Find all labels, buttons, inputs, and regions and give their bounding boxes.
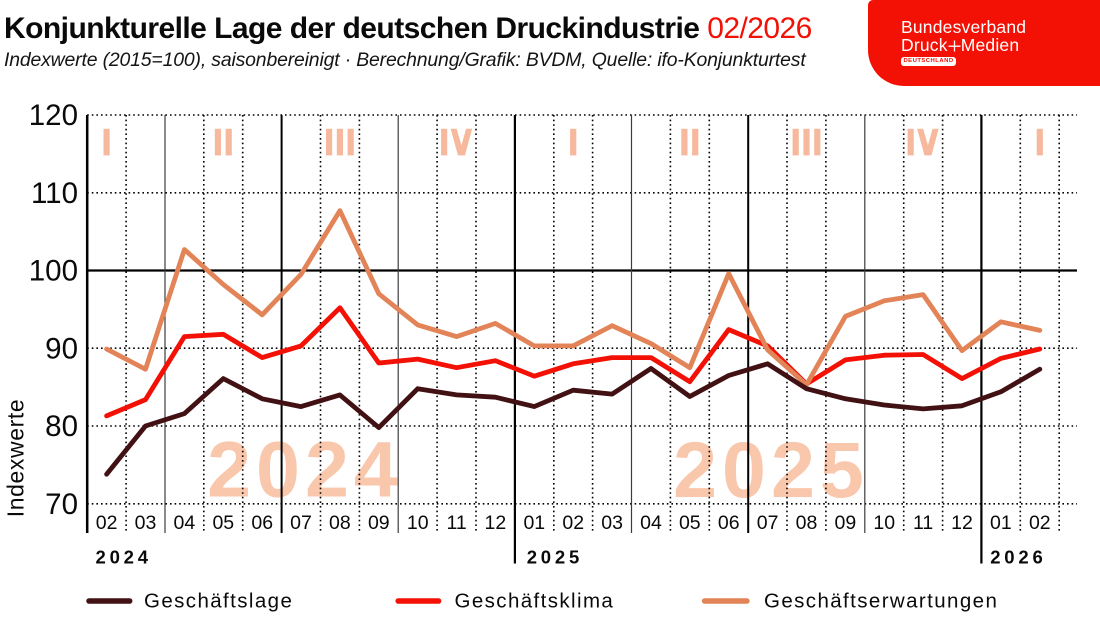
svg-text:03: 03: [601, 512, 623, 534]
svg-text:06: 06: [718, 512, 740, 534]
svg-text:07: 07: [290, 512, 312, 534]
svg-text:10: 10: [407, 512, 429, 534]
svg-text:12: 12: [485, 512, 507, 534]
svg-text:Geschäftslage: Geschäftslage: [144, 590, 293, 613]
svg-text:02: 02: [96, 512, 118, 534]
svg-text:2025: 2025: [527, 547, 583, 568]
svg-text:11: 11: [446, 512, 466, 534]
svg-text:09: 09: [368, 512, 390, 534]
svg-text:05: 05: [679, 512, 701, 534]
svg-text:04: 04: [640, 512, 662, 534]
svg-text:06: 06: [251, 512, 273, 534]
svg-text:2024: 2024: [96, 547, 152, 568]
svg-text:02: 02: [562, 512, 584, 534]
svg-text:Geschäftserwartungen: Geschäftserwartungen: [764, 590, 998, 613]
svg-text:12: 12: [951, 512, 973, 534]
svg-text:Indexwerte: Indexwerte: [3, 399, 29, 518]
svg-text:120: 120: [29, 99, 78, 132]
svg-text:2026: 2026: [990, 547, 1046, 568]
svg-text:2025: 2025: [673, 425, 869, 514]
svg-text:2024: 2024: [207, 425, 403, 514]
svg-text:Geschäftsklima: Geschäftsklima: [455, 590, 615, 613]
svg-text:11: 11: [913, 512, 933, 534]
svg-text:03: 03: [135, 512, 157, 534]
svg-text:04: 04: [174, 512, 196, 534]
svg-text:100: 100: [29, 255, 78, 288]
svg-text:01: 01: [990, 512, 1012, 534]
svg-text:07: 07: [757, 512, 779, 534]
svg-text:10: 10: [873, 512, 895, 534]
svg-text:90: 90: [45, 332, 78, 365]
svg-text:08: 08: [329, 512, 351, 534]
svg-text:80: 80: [45, 410, 78, 443]
svg-text:09: 09: [835, 512, 857, 534]
svg-text:70: 70: [45, 488, 78, 521]
svg-text:01: 01: [523, 512, 545, 534]
svg-text:08: 08: [796, 512, 818, 534]
svg-text:05: 05: [212, 512, 234, 534]
svg-text:110: 110: [31, 177, 78, 210]
svg-text:02: 02: [1029, 512, 1051, 534]
